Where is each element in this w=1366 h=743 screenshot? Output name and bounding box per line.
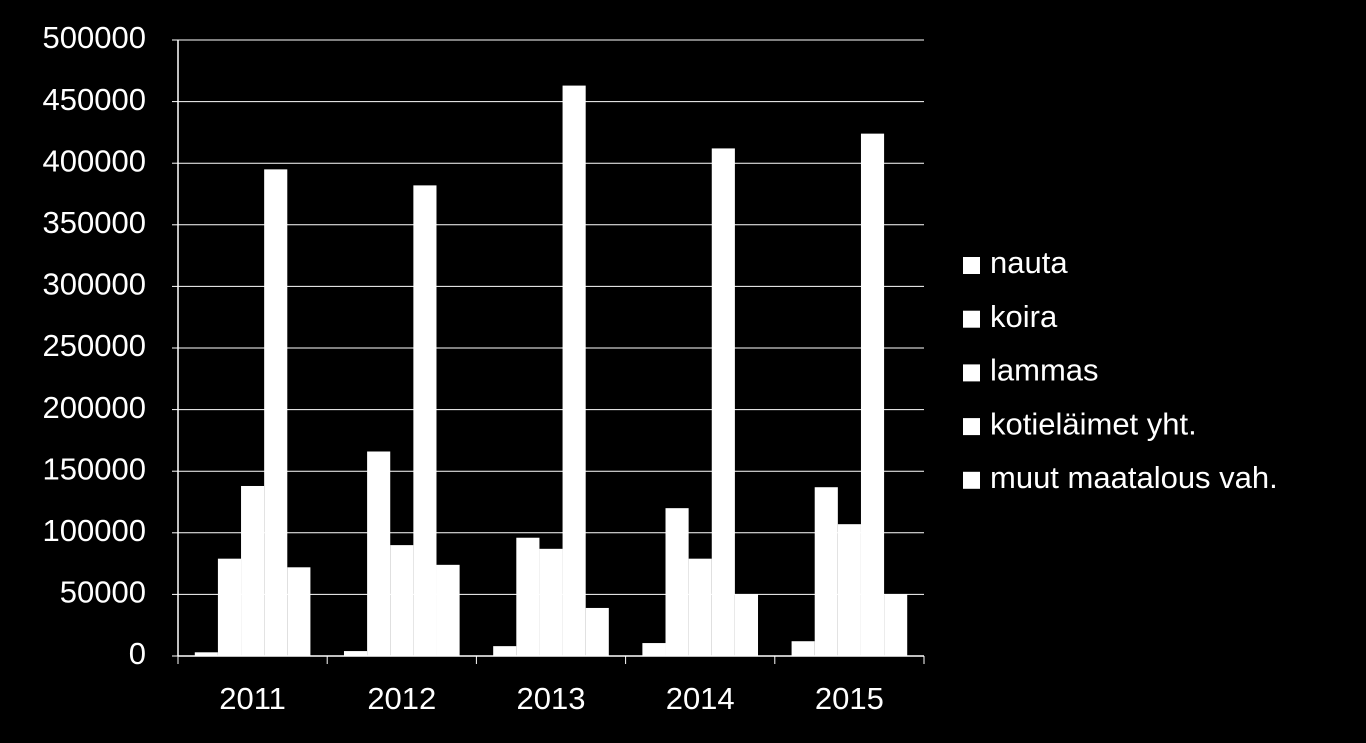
bar [688,558,712,656]
y-tick-label: 100000 [43,513,146,548]
bar [791,641,815,656]
bar [436,564,460,656]
bar [217,558,242,656]
x-tick-label: 2013 [517,681,586,716]
x-tick-label: 2015 [815,681,884,716]
x-tick-label: 2014 [666,681,735,716]
legend-swatch [963,257,980,274]
bar [343,651,368,656]
y-tick-label: 450000 [43,82,146,117]
bar [642,643,666,656]
y-tick-label: 0 [129,636,146,671]
y-tick-label: 350000 [43,205,146,240]
legend-label: lammas [990,353,1099,388]
bar [837,524,861,656]
legend-label: nauta [990,245,1068,280]
x-tick-label: 2011 [219,681,286,716]
bar [711,148,735,656]
legend-swatch [963,471,980,489]
bar [367,451,391,656]
y-tick-label: 400000 [43,143,146,178]
legend-swatch [963,418,980,436]
bar [413,185,437,656]
bar [493,646,517,656]
bar [860,133,885,656]
y-tick-label: 250000 [43,328,146,363]
bar [562,85,586,657]
legend-swatch [963,364,980,382]
bar [390,545,414,656]
y-tick-label: 50000 [60,575,146,610]
bar [194,652,218,656]
bar [585,607,609,656]
bar [814,487,838,656]
bar [264,169,288,657]
legend-label: koira [990,299,1058,334]
bar [539,548,563,656]
y-tick-label: 200000 [43,390,146,425]
y-tick-label: 150000 [43,451,146,486]
legend-swatch [963,310,980,328]
bar [241,485,265,656]
bar [287,567,311,656]
legend-label: kotieläimet yht. [990,406,1197,441]
bar [516,537,540,656]
bar [884,594,908,656]
bar [734,594,759,656]
x-tick-label: 2012 [367,681,436,716]
y-tick-label: 300000 [43,267,146,302]
legend-label: muut maatalous vah. [990,460,1278,495]
bar [665,508,689,656]
y-tick-label: 500000 [43,20,146,55]
